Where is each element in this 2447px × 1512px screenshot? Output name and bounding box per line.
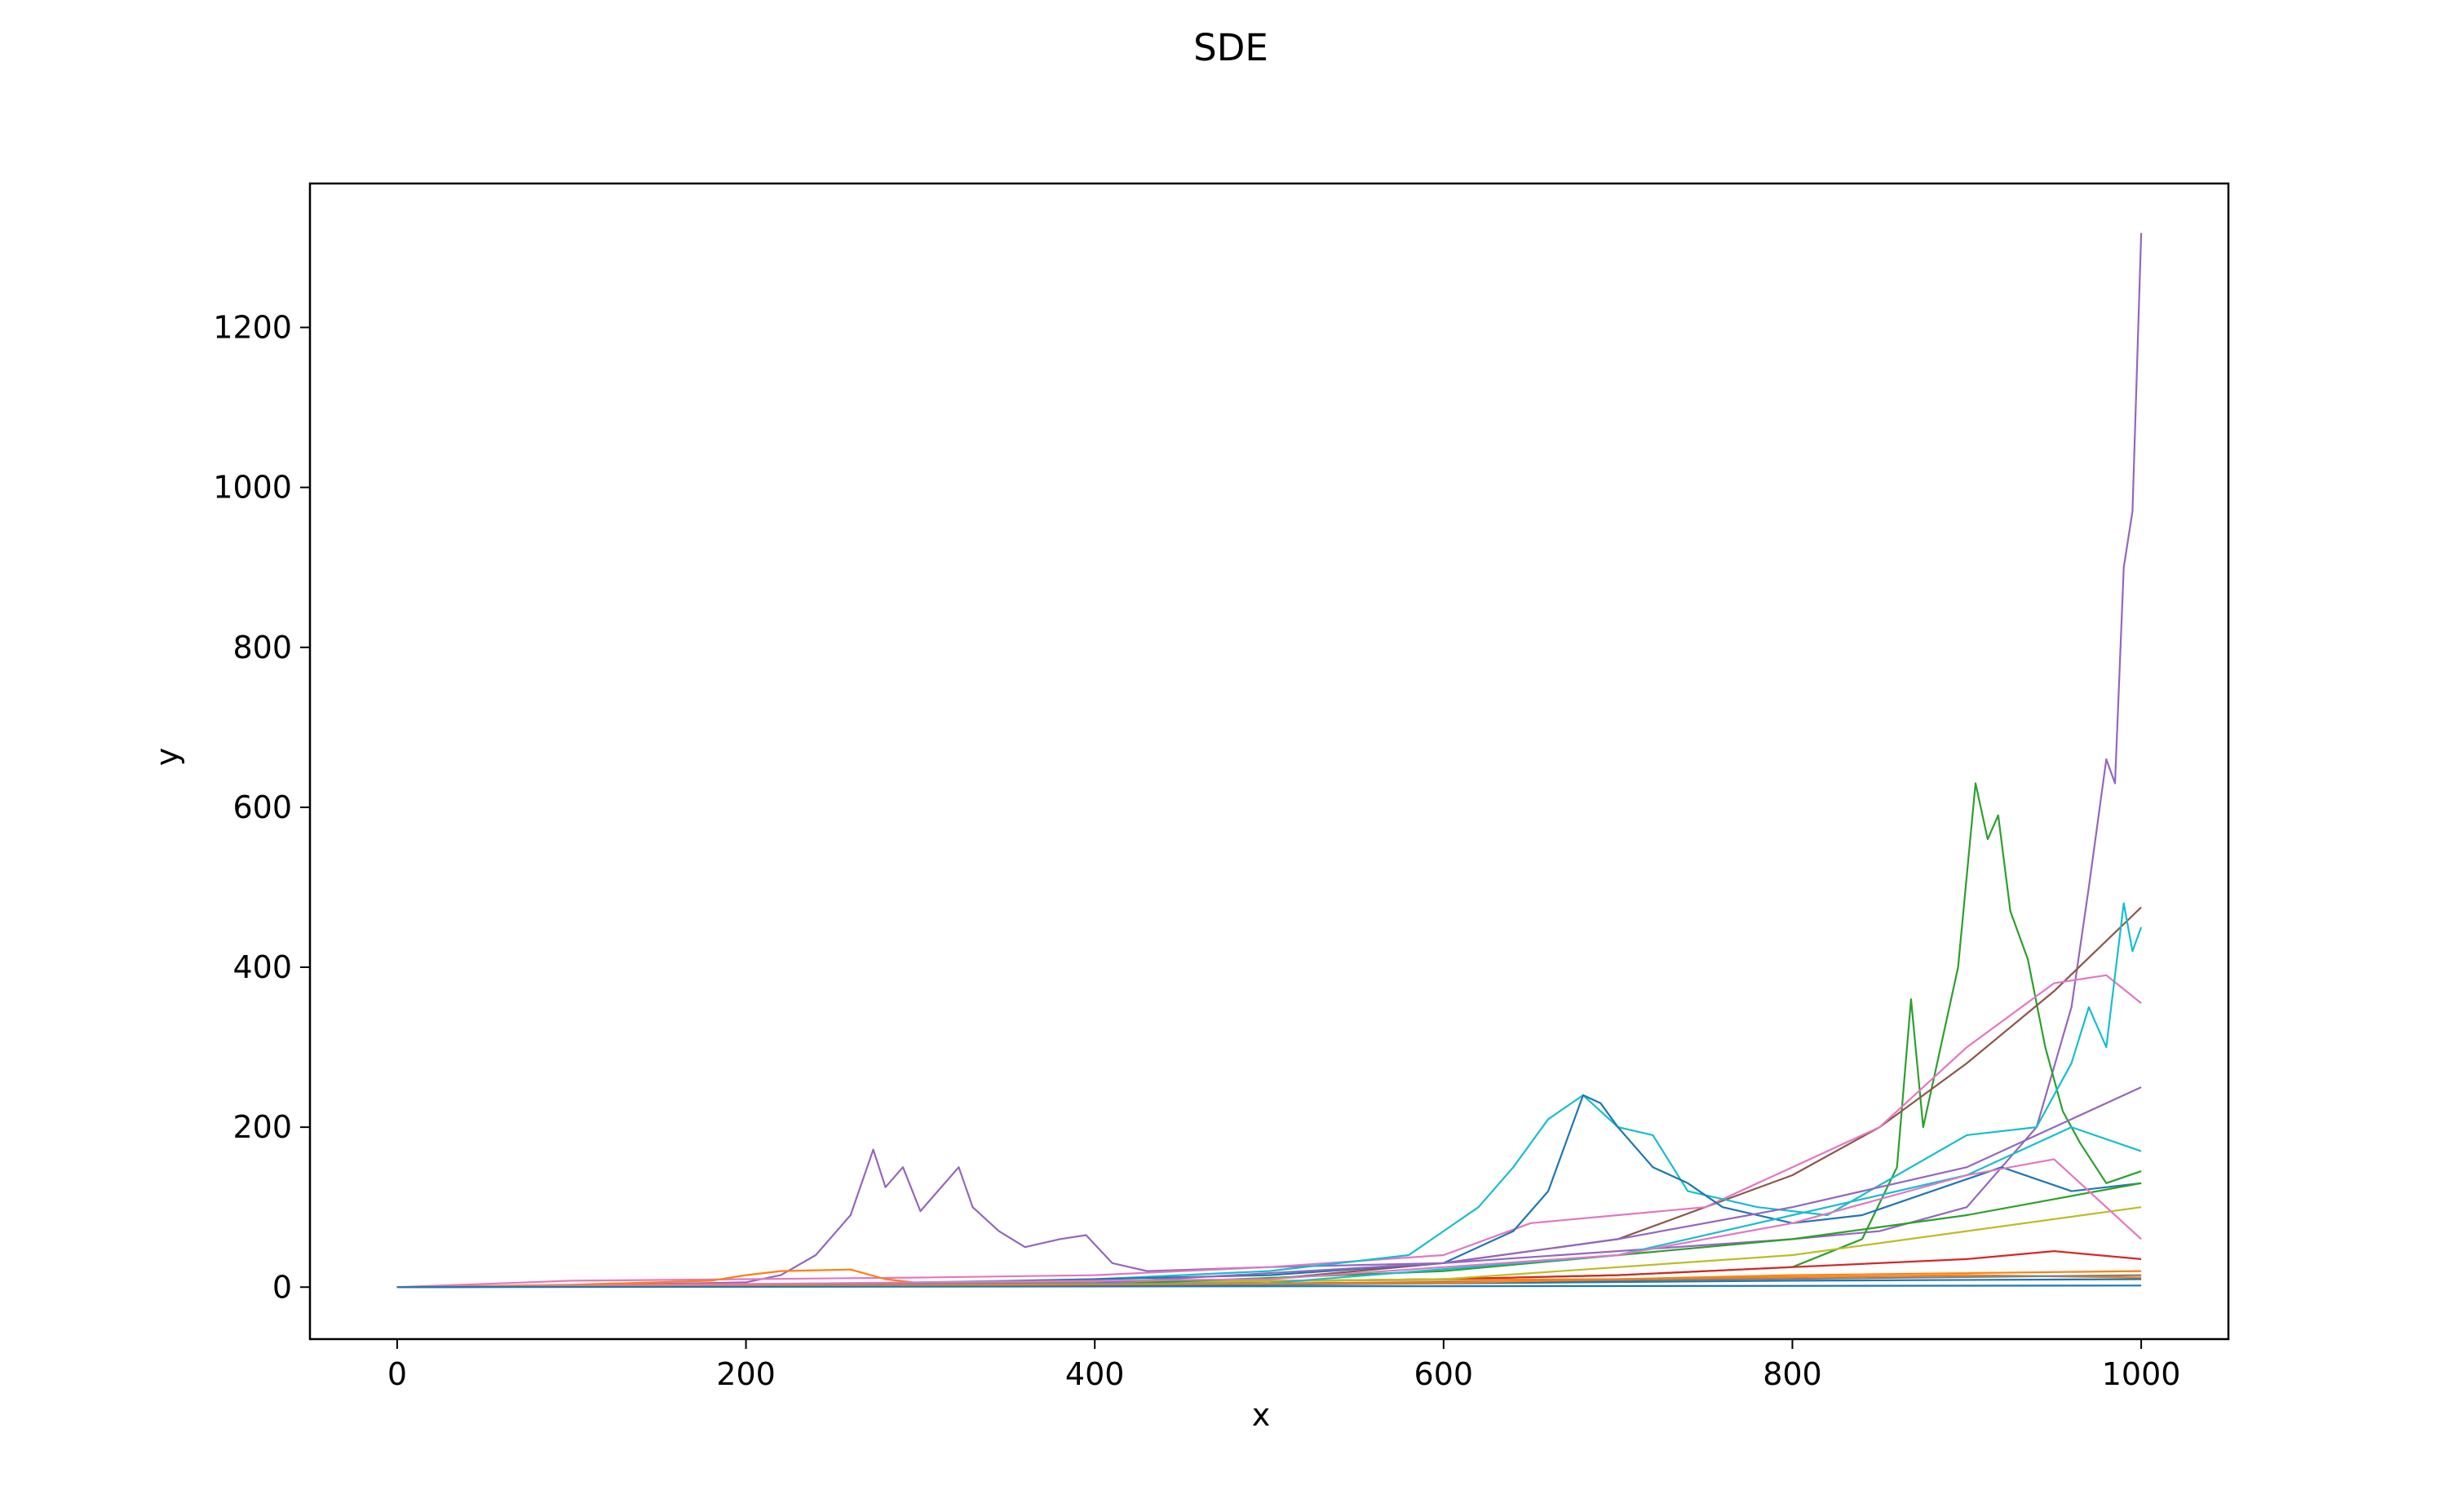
plot-area: 0 200 400 600 800 1000 0 200 400 600 800 1000 1200: [213, 182, 2230, 1392]
y-axis-label: y: [149, 748, 185, 767]
series-line-14: [396, 1158, 2142, 1289]
series-line-17: [396, 1284, 2142, 1289]
x-axis-label: x: [1252, 1397, 1271, 1433]
x-tick-label: 800: [1763, 1356, 1822, 1392]
axes-frame: [308, 182, 2230, 1341]
y-tick-label: 1000: [213, 470, 292, 506]
y-tick-label: 200: [232, 1109, 292, 1145]
series-line-16: [396, 1270, 2142, 1289]
x-axis: 0 200 400 600 800 1000: [387, 1339, 2181, 1392]
x-tick-label: 400: [1065, 1356, 1125, 1392]
y-axis: 0 200 400 600 800 1000 1200: [213, 310, 310, 1305]
x-tick-label: 1000: [2102, 1356, 2181, 1392]
chart-title: SDE: [1193, 26, 1268, 69]
x-tick-label: 600: [1414, 1356, 1474, 1392]
y-tick-label: 400: [232, 949, 292, 985]
x-tick-label: 200: [716, 1356, 776, 1392]
y-tick-label: 800: [232, 630, 292, 665]
series-line-1: [396, 232, 2143, 1289]
series-layer: [396, 232, 2143, 1289]
y-tick-label: 600: [232, 789, 292, 825]
series-line-4: [396, 974, 2142, 1289]
x-tick-label: 0: [387, 1356, 407, 1392]
series-line-5: [396, 902, 2143, 1289]
y-tick-label: 0: [272, 1269, 292, 1305]
y-tick-label: 1200: [213, 310, 292, 346]
